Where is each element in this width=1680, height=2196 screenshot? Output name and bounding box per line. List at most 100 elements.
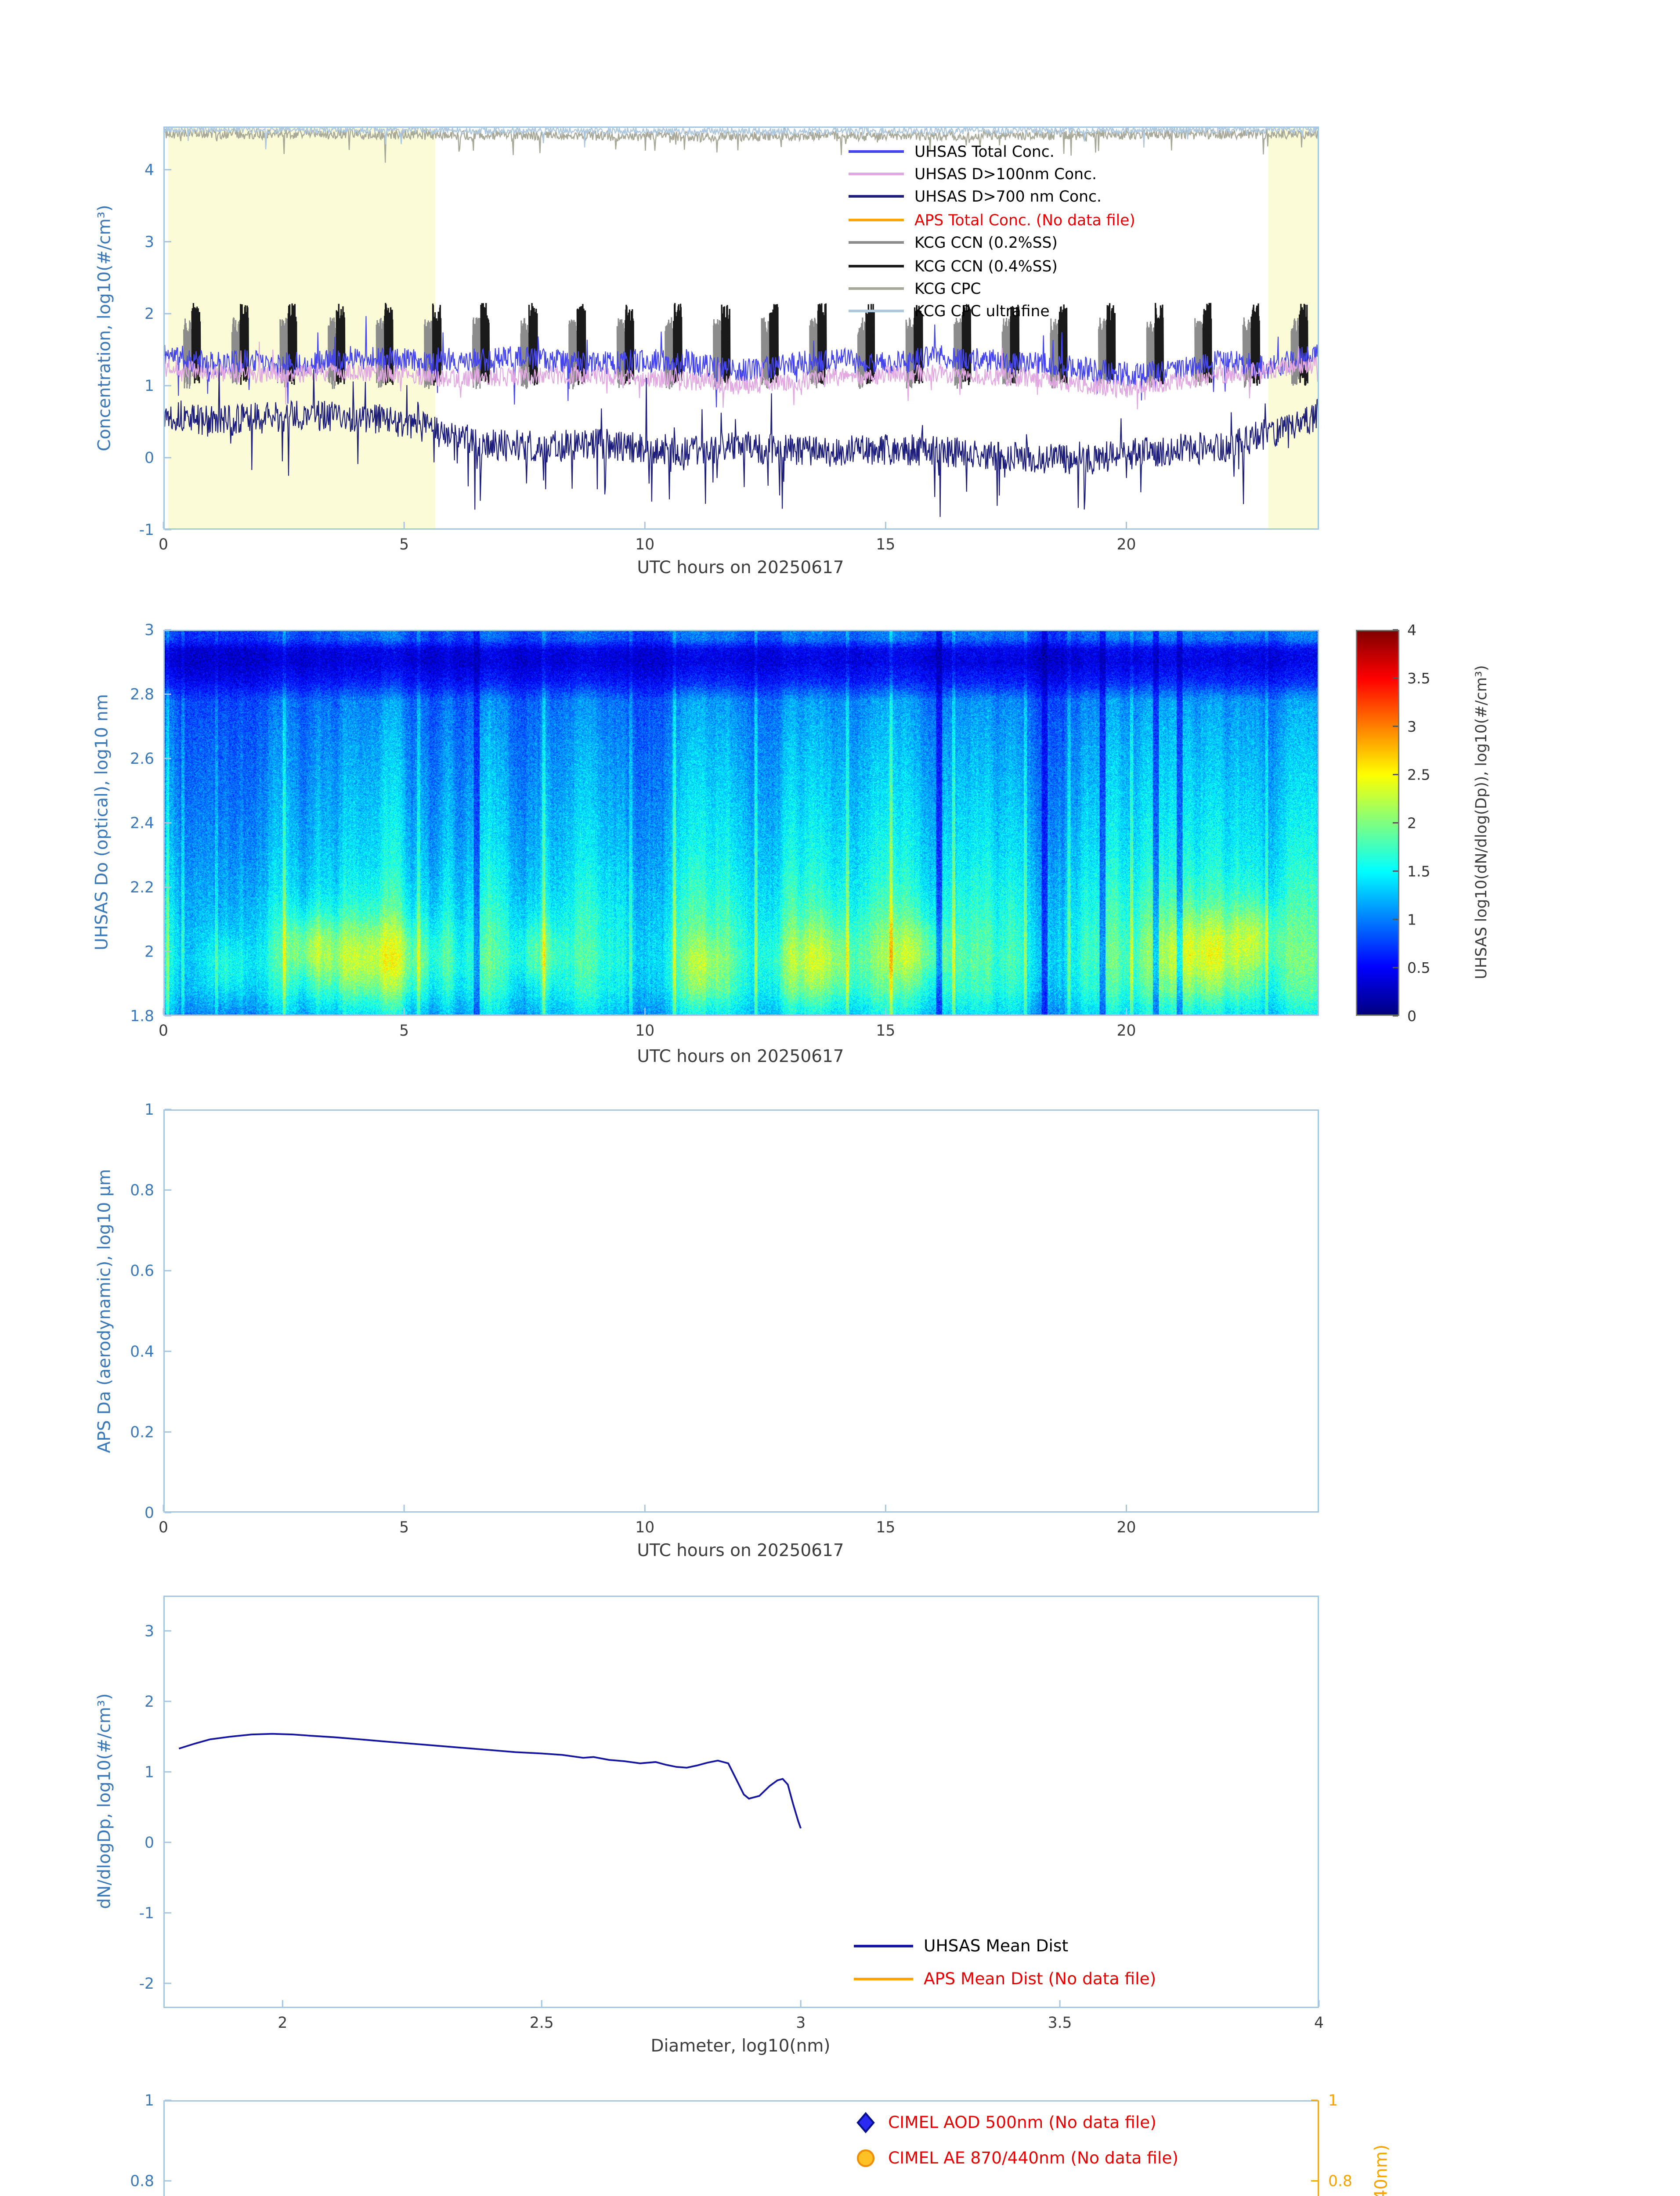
legend-line-sample <box>854 1977 913 1980</box>
legend-label: CIMEL AE 870/440nm (No data file) <box>888 2148 1179 2167</box>
x-tick-label: 15 <box>876 1519 895 1536</box>
axes-box <box>163 630 1319 1016</box>
y-tick-label: 2 <box>145 943 154 961</box>
x-tick-label: 20 <box>1117 536 1136 553</box>
colorbar <box>1356 630 1399 1016</box>
mean-dist-xlabel: Diameter, log10(nm) <box>650 2037 831 2057</box>
x-tick-label: 10 <box>635 1519 654 1536</box>
x-tick-label: 2.5 <box>530 2014 554 2032</box>
circle-marker-icon <box>856 2149 875 2167</box>
diamond-marker-icon <box>856 2111 875 2133</box>
y-tick-label: 1 <box>145 1101 154 1119</box>
y-tick-label: 2 <box>145 305 154 323</box>
colorbar-tick-label: 2 <box>1407 815 1416 832</box>
x-tick-label: 20 <box>1117 1022 1136 1040</box>
legend-label: UHSAS Total Conc. <box>914 142 1055 161</box>
right-y-tick-label: 0.8 <box>1328 2173 1352 2190</box>
axes-box <box>163 126 1319 530</box>
y-tick-label: 2.6 <box>130 750 154 768</box>
x-tick-label: 0 <box>159 1022 168 1040</box>
legend-label: KCG CPC <box>914 279 981 298</box>
aps-size-xlabel: UTC hours on 20250617 <box>637 1542 844 1561</box>
axes-box <box>163 2100 1319 2196</box>
aps-size-axes: 0 5 10 15 20 0 0.2 0.4 0.6 0.8 1 <box>130 1101 1319 1536</box>
x-tick-label: 5 <box>399 536 409 553</box>
x-tick-label: 0 <box>159 1519 168 1536</box>
legend-line-sample <box>849 241 904 244</box>
mean-dist-line <box>178 1733 802 1829</box>
legend-item: KCG CPC <box>849 277 1135 300</box>
y-tick-label: 3 <box>145 1622 154 1640</box>
y-tick-label: 2 <box>145 1693 154 1711</box>
x-tick-label: 5 <box>399 1519 409 1536</box>
legend-label: UHSAS D>100nm Conc. <box>914 165 1097 184</box>
legend-line-sample <box>849 310 904 313</box>
y-tick-label: 2.8 <box>130 686 154 704</box>
legend-item: CIMEL AE 870/440nm (No data file) <box>854 2140 1178 2175</box>
concentration-timeseries-plot-area <box>163 126 1319 530</box>
y-tick-label: 1.8 <box>130 1008 154 1025</box>
y-tick-label: 0.8 <box>130 1182 154 1199</box>
legend-label: UHSAS D>700 nm Conc. <box>914 188 1102 206</box>
y-tick-label: 0 <box>145 449 154 467</box>
legend-line-sample <box>849 173 904 176</box>
y-tick-label: 1 <box>145 377 154 395</box>
uhsas-heatmap-xlabel: UTC hours on 20250617 <box>637 1047 844 1067</box>
legend-item: UHSAS Mean Dist <box>854 1929 1156 1962</box>
legend-line-sample <box>849 195 904 199</box>
series-line <box>191 303 1308 386</box>
x-tick-label: 2 <box>278 2014 287 2032</box>
y-tick-label: 2.2 <box>130 879 154 896</box>
mean-dist-axes: 2 2.5 3 3.5 4 -2 -1 0 1 2 3 <box>139 1596 1324 2032</box>
colorbar-axis: 0 0.5 1 1.5 2 2.5 3 3.5 4 <box>1356 621 1430 1025</box>
concentration-xlabel: UTC hours on 20250617 <box>637 559 844 578</box>
colorbar-tick-label: 1 <box>1407 911 1416 928</box>
y-tick-label: 0.6 <box>130 1262 154 1280</box>
y-tick-label: 0 <box>145 1504 154 1522</box>
y-tick-label: 0.2 <box>130 1423 154 1441</box>
colorbar-tick-label: 1.5 <box>1407 863 1430 880</box>
legend-line-sample <box>849 150 904 153</box>
uhsas-heatmap-axes: 0 5 10 15 20 1.8 2 2.2 2.4 2.6 2.8 3 <box>130 621 1319 1040</box>
legend-label: KCG CPC ultrafine <box>914 302 1050 321</box>
axes-box <box>163 1596 1319 2008</box>
colorbar-tick-label: 0.5 <box>1407 959 1430 976</box>
legend-line-sample <box>849 287 904 290</box>
y-tick-label: -2 <box>139 1975 154 1993</box>
colorbar-tick-label: 3 <box>1407 718 1416 735</box>
series-line <box>163 364 1319 517</box>
legend-label: UHSAS Mean Dist <box>924 1936 1069 1955</box>
x-tick-label: 5 <box>399 1022 409 1040</box>
x-tick-label: 0 <box>159 536 168 553</box>
y-tick-label: 0.8 <box>130 2173 154 2190</box>
legend-item: CIMEL AOD 500nm (No data file) <box>854 2104 1178 2140</box>
legend-line-sample <box>849 264 904 267</box>
legend-item: KCG CCN (0.2%SS) <box>849 231 1135 254</box>
y-tick-label: 4 <box>145 161 154 179</box>
y-tick-label: 0 <box>145 1834 154 1852</box>
colorbar-tick-label: 3.5 <box>1407 670 1430 687</box>
colorbar-tick-label: 0 <box>1407 1008 1416 1025</box>
y-tick-label: 2.4 <box>130 815 154 832</box>
colorbar-tick-label: 2.5 <box>1407 766 1430 784</box>
legend-label: APS Total Conc. (No data file) <box>914 210 1135 229</box>
mean-size-distribution-plot-area <box>178 1733 802 1829</box>
concentration-legend: UHSAS Total Conc. UHSAS D>100nm Conc. UHSA… <box>849 140 1135 323</box>
legend-label: KCG CCN (0.4%SS) <box>914 256 1058 275</box>
legend-label: CIMEL AOD 500nm (No data file) <box>888 2112 1156 2132</box>
legend-item: UHSAS Total Conc. <box>849 140 1135 163</box>
series-line <box>163 316 1319 408</box>
y-tick-label: -1 <box>139 1904 154 1922</box>
x-tick-label: 3 <box>796 2014 806 2032</box>
y-tick-label: 1 <box>145 1763 154 1781</box>
right-y-tick-label: 1 <box>1328 2092 1338 2109</box>
y-tick-label: -1 <box>139 521 154 539</box>
legend-label: KCG CCN (0.2%SS) <box>914 233 1058 252</box>
legend-label: APS Mean Dist (No data file) <box>924 1968 1156 1988</box>
concentration-axes: 0 5 10 15 20 -1 0 1 2 3 4 <box>139 126 1319 553</box>
uhsas-heatmap-image <box>163 630 1319 1016</box>
